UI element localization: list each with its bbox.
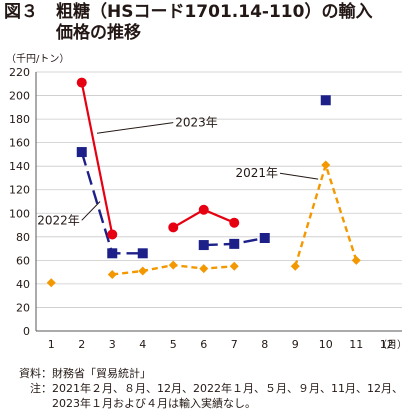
data-point-square — [137, 248, 148, 259]
annotation-leader — [279, 172, 319, 180]
annotation-leader — [96, 122, 174, 134]
data-point-square — [198, 240, 209, 251]
y-tick-label: 0 — [23, 325, 30, 338]
data-point-square — [320, 95, 331, 106]
x-tick-label: 11 — [349, 338, 363, 351]
y-tick-label: 220 — [9, 66, 30, 79]
chart-notes: 資料： 財務省「貿易統計」 注： 2021年２月、８月、12月、2022年１月、… — [4, 366, 418, 411]
data-point-circle — [229, 217, 240, 228]
data-point-diamond — [321, 160, 331, 170]
y-tick-label: 140 — [9, 160, 30, 173]
note-text: 2021年２月、８月、12月、2022年１月、５月、９月、11月、12月、202… — [52, 382, 403, 410]
data-point-square — [76, 147, 87, 158]
data-point-diamond — [168, 260, 178, 270]
data-point-diamond — [290, 261, 300, 271]
data-point-square — [259, 232, 270, 243]
data-point-diamond — [351, 255, 361, 265]
source-text: 財務省「貿易統計」 — [52, 367, 151, 380]
data-point-diamond — [138, 266, 148, 276]
y-tick-label: 20 — [16, 301, 30, 314]
data-point-circle — [76, 77, 87, 88]
x-tick-label: 4 — [139, 338, 146, 351]
series-label: 2023年 — [175, 116, 218, 130]
y-tick-label: 40 — [16, 278, 30, 291]
y-tick-label: 100 — [9, 207, 30, 220]
x-tick-label: 3 — [109, 338, 116, 351]
y-tick-label: 160 — [9, 137, 30, 150]
chart-title: 図３ 粗糖（HSコード1701.14-110）の輸入 価格の推移 — [4, 2, 418, 44]
title-line-2: 価格の推移 — [56, 23, 141, 43]
figure-number: 図３ — [4, 2, 38, 22]
y-tick-label: 200 — [9, 90, 30, 103]
series-label: 2022年 — [37, 213, 80, 227]
note-label: 注： — [30, 382, 52, 395]
data-point-square — [107, 248, 118, 259]
y-tick-label: 60 — [16, 254, 30, 267]
x-tick-label: 12 — [380, 338, 394, 351]
x-tick-label: 6 — [200, 338, 207, 351]
annotation-leader — [81, 201, 101, 221]
series-label: 2021年 — [235, 166, 278, 180]
x-tick-label: 8 — [261, 338, 268, 351]
data-point-diamond — [199, 264, 209, 274]
x-tick-label: 7 — [231, 338, 238, 351]
x-tick-label: 2 — [78, 338, 85, 351]
title-line-1: 粗糖（HSコード1701.14-110）の輸入 — [56, 2, 373, 22]
data-point-square — [229, 238, 240, 249]
x-axis-unit: （月） — [377, 339, 407, 351]
y-axis-unit: （千円/トン） — [6, 54, 70, 65]
data-point-circle — [107, 229, 118, 240]
y-tick-label: 120 — [9, 184, 30, 197]
x-tick-label: 5 — [170, 338, 177, 351]
y-tick-label: 80 — [16, 231, 30, 244]
series-line-0 — [294, 160, 358, 267]
x-tick-label: 1 — [48, 338, 55, 351]
data-point-circle — [168, 222, 179, 233]
data-point-diamond — [229, 261, 239, 271]
data-point-diamond — [107, 269, 117, 279]
source-label: 資料： — [19, 367, 52, 380]
data-point-circle — [198, 204, 209, 215]
x-tick-label: 9 — [292, 338, 299, 351]
series-line-2 — [80, 82, 114, 235]
y-tick-label: 180 — [9, 113, 30, 126]
data-point-diamond — [46, 278, 56, 288]
x-tick-label: 10 — [319, 338, 333, 351]
